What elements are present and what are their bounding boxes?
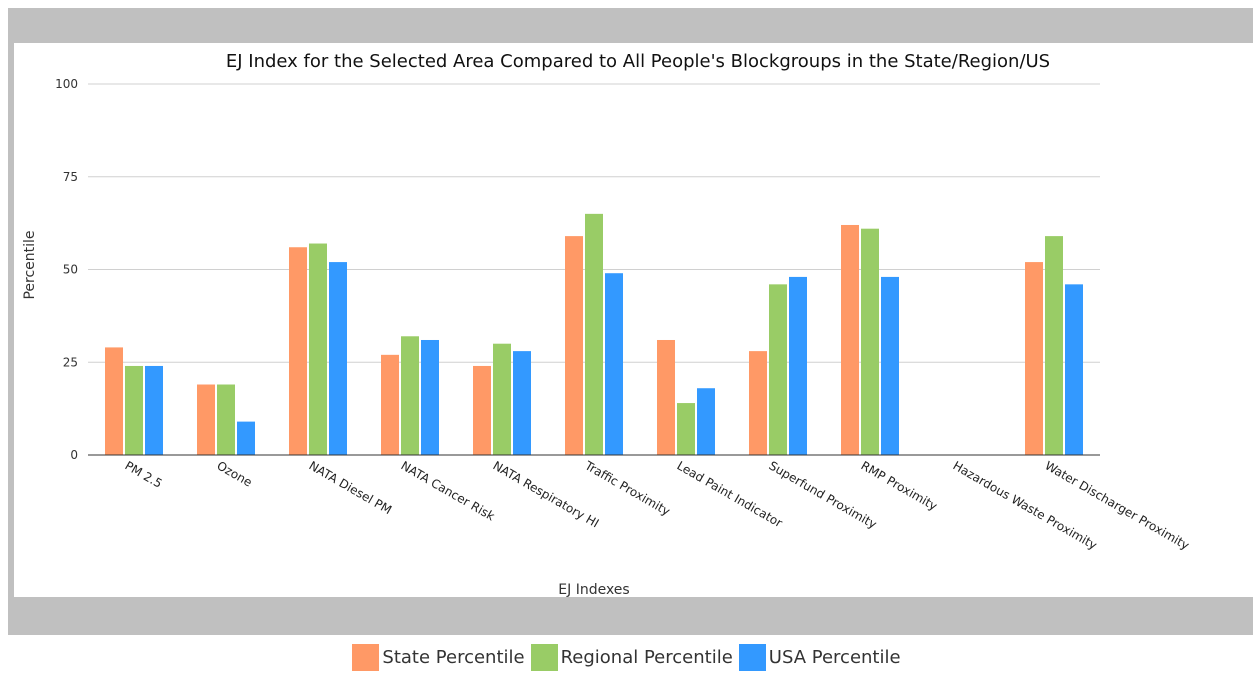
legend-swatch-state	[352, 644, 380, 671]
y-axis-ticks: 0 25 50 75 100	[55, 77, 78, 462]
bar-state-percentile	[1025, 262, 1043, 455]
y-tick-label: 25	[63, 355, 78, 369]
bar-state-percentile	[657, 339, 675, 455]
x-tick-label: Water Discharger Proximity	[1043, 458, 1192, 552]
bar-regional-percentile	[585, 213, 603, 455]
legend: State Percentile Regional Percentile USA…	[0, 644, 1253, 671]
bar-usa-percentile	[513, 351, 531, 455]
bar-state-percentile	[841, 224, 859, 455]
bar-chart: EJ Index for the Selected Area Compared …	[22, 51, 1192, 598]
bar-state-percentile	[197, 384, 215, 455]
bar-usa-percentile	[881, 276, 899, 455]
bar-regional-percentile	[769, 284, 787, 455]
y-tick-label: 100	[55, 77, 78, 91]
bar-usa-percentile	[697, 388, 715, 455]
x-axis-label: EJ Indexes	[558, 582, 629, 598]
bar-regional-percentile	[217, 384, 235, 455]
bar-state-percentile	[105, 347, 123, 455]
x-axis-ticks: PM 2.5 Ozone NATA Diesel PM NATA Cancer Ris…	[123, 458, 1192, 553]
bar-usa-percentile	[1065, 284, 1083, 455]
bar-usa-percentile	[145, 365, 163, 455]
bar-regional-percentile	[493, 343, 511, 455]
bar-regional-percentile	[401, 336, 419, 455]
chart-title: EJ Index for the Selected Area Compared …	[226, 51, 1050, 72]
bar-state-percentile	[381, 354, 399, 455]
bar-usa-percentile	[329, 262, 347, 455]
x-tick-label: PM 2.5	[123, 458, 165, 490]
bars	[105, 213, 1083, 455]
bar-regional-percentile	[677, 403, 695, 455]
x-tick-label: RMP Proximity	[859, 458, 940, 513]
x-tick-label: NATA Diesel PM	[307, 458, 395, 517]
legend-item-state[interactable]: State Percentile	[352, 644, 525, 671]
legend-swatch-usa	[738, 644, 766, 671]
x-tick-label: Traffic Proximity	[582, 458, 673, 519]
bar-usa-percentile	[605, 273, 623, 455]
legend-item-regional[interactable]: Regional Percentile	[530, 644, 733, 671]
bar-regional-percentile	[1045, 236, 1063, 455]
legend-item-usa[interactable]: USA Percentile	[738, 644, 901, 671]
y-tick-label: 50	[63, 263, 78, 277]
bar-state-percentile	[289, 247, 307, 455]
bar-state-percentile	[565, 236, 583, 455]
x-tick-label: NATA Cancer Risk	[399, 458, 498, 523]
y-axis-label: Percentile	[22, 230, 38, 299]
bar-regional-percentile	[861, 228, 879, 455]
legend-label-usa: USA Percentile	[768, 647, 901, 668]
y-tick-label: 75	[63, 170, 78, 184]
bar-regional-percentile	[309, 243, 327, 455]
legend-swatch-regional	[530, 644, 558, 671]
bar-state-percentile	[749, 351, 767, 455]
x-tick-label: Ozone	[215, 458, 255, 489]
y-tick-label: 0	[70, 448, 78, 462]
legend-label-state: State Percentile	[382, 647, 525, 668]
legend-label-regional: Regional Percentile	[560, 647, 733, 668]
bar-usa-percentile	[237, 421, 255, 455]
bar-state-percentile	[473, 365, 491, 455]
bar-regional-percentile	[125, 365, 143, 455]
bar-usa-percentile	[789, 276, 807, 455]
bar-usa-percentile	[421, 339, 439, 455]
x-tick-label: Hazardous Waste Proximity	[951, 458, 1100, 552]
